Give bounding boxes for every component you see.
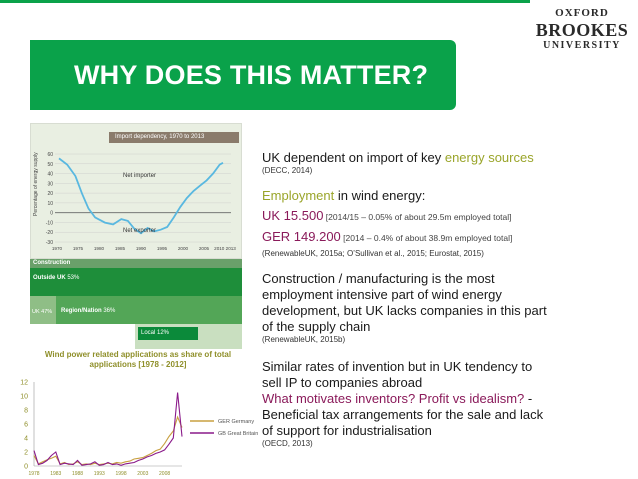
wind-chart-lines: [33, 392, 183, 466]
wind-x-tick: 1983: [50, 471, 61, 477]
employment-highlight: Employment: [262, 188, 335, 203]
uk-employment-line: UK 15.500 [2014/15 – 0.05% of about 29.5…: [262, 208, 634, 225]
import-chart-header: Import dependency, 1970 to 2013: [109, 132, 239, 143]
import-ylabel: Percentage of energy supply: [33, 152, 39, 216]
invention-line-2: sell IP to companies abroad: [262, 375, 423, 390]
employment-text: in wind energy:: [334, 188, 426, 203]
import-y-tick: -30: [46, 240, 53, 246]
wind-y-tick: 2: [24, 450, 28, 457]
net-exporter-label: Net exporter: [123, 228, 156, 234]
uk-employment-figure: UK 15.500: [262, 208, 324, 223]
citation-employment: (RenewableUK, 2015a; O’Sullivan et al., …: [262, 249, 484, 258]
invention-line-5: of support for industrialisation: [262, 423, 432, 438]
slide-title: WHY DOES THIS MATTER?: [74, 60, 429, 90]
outside-uk-block: Outside UK 53%: [30, 268, 242, 296]
import-y-tick: 40: [47, 172, 53, 178]
import-x-tick: 1990: [136, 246, 147, 251]
import-x-tick: 1970: [52, 246, 63, 251]
import-y-tick: -20: [46, 230, 53, 236]
invention-line-3: What motivates inventors? Profit vs idea…: [262, 391, 634, 407]
bullet-construction: Construction / manufacturing is the most…: [262, 271, 634, 335]
import-y-tick: 30: [47, 181, 53, 187]
uk-employment-detail: [2014/15 – 0.05% of about 29.5m employed…: [323, 212, 512, 222]
construction-breakdown: Construction Outside UK 53% UK 47% Regio…: [30, 259, 242, 349]
wind-x-tick: 1998: [115, 471, 126, 477]
wind-x-tick: 2008: [159, 471, 170, 477]
outside-uk-pct: 53%: [67, 275, 80, 281]
wind-y-tick: 10: [20, 394, 28, 401]
wind-series-line: [33, 392, 183, 466]
local-label: Local 12%: [138, 327, 198, 340]
wind-chart-axes: 0 2 4 6 8 10 12 1978 1983 1988 1993 1998 2003 2008: [20, 380, 182, 477]
import-dependency-figure: Import dependency, 1970 to 2013 Percenta…: [30, 123, 242, 259]
motivation-question: What motivates inventors? Profit vs idea…: [262, 391, 525, 406]
import-x-tick: 1975: [73, 246, 84, 251]
wind-y-tick: 6: [24, 422, 28, 429]
import-y-tick: -10: [46, 220, 53, 226]
logo-line-2: BROOKES: [535, 20, 629, 40]
wind-x-tick: 1978: [28, 471, 39, 477]
import-y-tick: 0: [50, 211, 53, 217]
import-x-tick: 1985: [115, 246, 126, 251]
import-x-tick: 2010 2013: [214, 246, 236, 251]
wind-chart-title: Wind power related applications as share…: [44, 350, 232, 369]
bullet-energy-import: UK dependent on import of key energy sou…: [262, 150, 634, 166]
ger-employment-detail: [2014 – 0.4% of about 38.9m employed tot…: [340, 233, 513, 243]
import-x-tick: 1980: [94, 246, 105, 251]
wind-chart-legend: GER Germany GB Great Britain: [190, 419, 258, 437]
bullet-invention: Similar rates of invention but in UK ten…: [262, 359, 634, 439]
import-x-tick: 2005: [199, 246, 210, 251]
region-label: Region/Nation: [61, 308, 102, 314]
wind-y-tick: 12: [20, 380, 28, 387]
title-banner: WHY DOES THIS MATTER?: [30, 40, 456, 110]
import-y-tick: 50: [47, 162, 53, 168]
local-block: Local 12%: [135, 324, 242, 349]
construction-line-3: development, but UK lacks companies in t…: [262, 303, 547, 318]
question-dash: -: [524, 391, 533, 406]
bullet-text-column: UK dependent on import of key energy sou…: [262, 150, 634, 449]
logo-line-1: OXFORD: [555, 7, 609, 19]
wind-y-tick: 0: [24, 464, 28, 471]
ger-employment-figure: GER 149.200: [262, 229, 341, 244]
import-dependency-line: [58, 157, 224, 235]
construction-line-2: employment intensive part of wind energy: [262, 287, 502, 302]
import-x-ticks: 1970 1975 1980 1985 1990 1995 2000 2005 2010 201…: [52, 246, 236, 251]
import-y-tick: 20: [47, 191, 53, 197]
wind-x-tick: 1993: [94, 471, 105, 477]
university-logo: OXFORD BROOKES UNIVERSITY: [532, 8, 632, 51]
import-y-tick: 10: [47, 201, 53, 207]
region-block: Region/Nation 36%: [56, 296, 242, 324]
invention-line-4: Beneficial tax arrangements for the sale…: [262, 407, 544, 422]
top-rule: [0, 0, 530, 3]
logo-line-3: UNIVERSITY: [543, 40, 621, 51]
energy-sources-highlight: energy sources: [444, 150, 534, 165]
uk-block: UK 47%: [30, 296, 56, 324]
bullet-employment: Employment in wind energy:: [262, 188, 634, 204]
construction-heading: Construction: [30, 259, 242, 268]
outside-uk-label: Outside UK: [33, 275, 66, 281]
citation-decc: (DECC, 2014): [262, 166, 313, 175]
import-y-ticks: 60 50 40 30 20 10 0 -10 -20 -30: [46, 152, 53, 246]
import-x-tick: 1995: [157, 246, 168, 251]
invention-line-1: Similar rates of invention but in UK ten…: [262, 359, 533, 374]
construction-line-4: of the supply chain: [262, 319, 371, 334]
net-importer-label: Net importer: [123, 173, 156, 179]
construction-line-1: Construction / manufacturing is the most: [262, 271, 495, 286]
import-y-tick: 60: [47, 152, 53, 158]
wind-x-tick: 2003: [137, 471, 148, 477]
legend-label: GER Germany: [218, 419, 254, 425]
wind-x-tick: 1988: [72, 471, 83, 477]
energy-import-text: UK dependent on import of key: [262, 150, 445, 165]
import-chart-svg: Percentage of energy supply 605040302010…: [33, 152, 236, 251]
wind-y-tick: 4: [24, 436, 28, 443]
import-x-tick: 2000: [178, 246, 189, 251]
ger-employment-line: GER 149.200 [2014 – 0.4% of about 38.9m …: [262, 229, 634, 246]
wind-series-line: [33, 415, 183, 466]
wind-y-tick: 8: [24, 408, 28, 415]
legend-label: GB Great Britain: [218, 431, 258, 437]
citation-renewableuk: (RenewableUK, 2015b): [262, 335, 346, 344]
citation-oecd: (OECD, 2013): [262, 439, 313, 448]
construction-blank: [30, 324, 135, 349]
region-pct: 36%: [103, 308, 116, 314]
